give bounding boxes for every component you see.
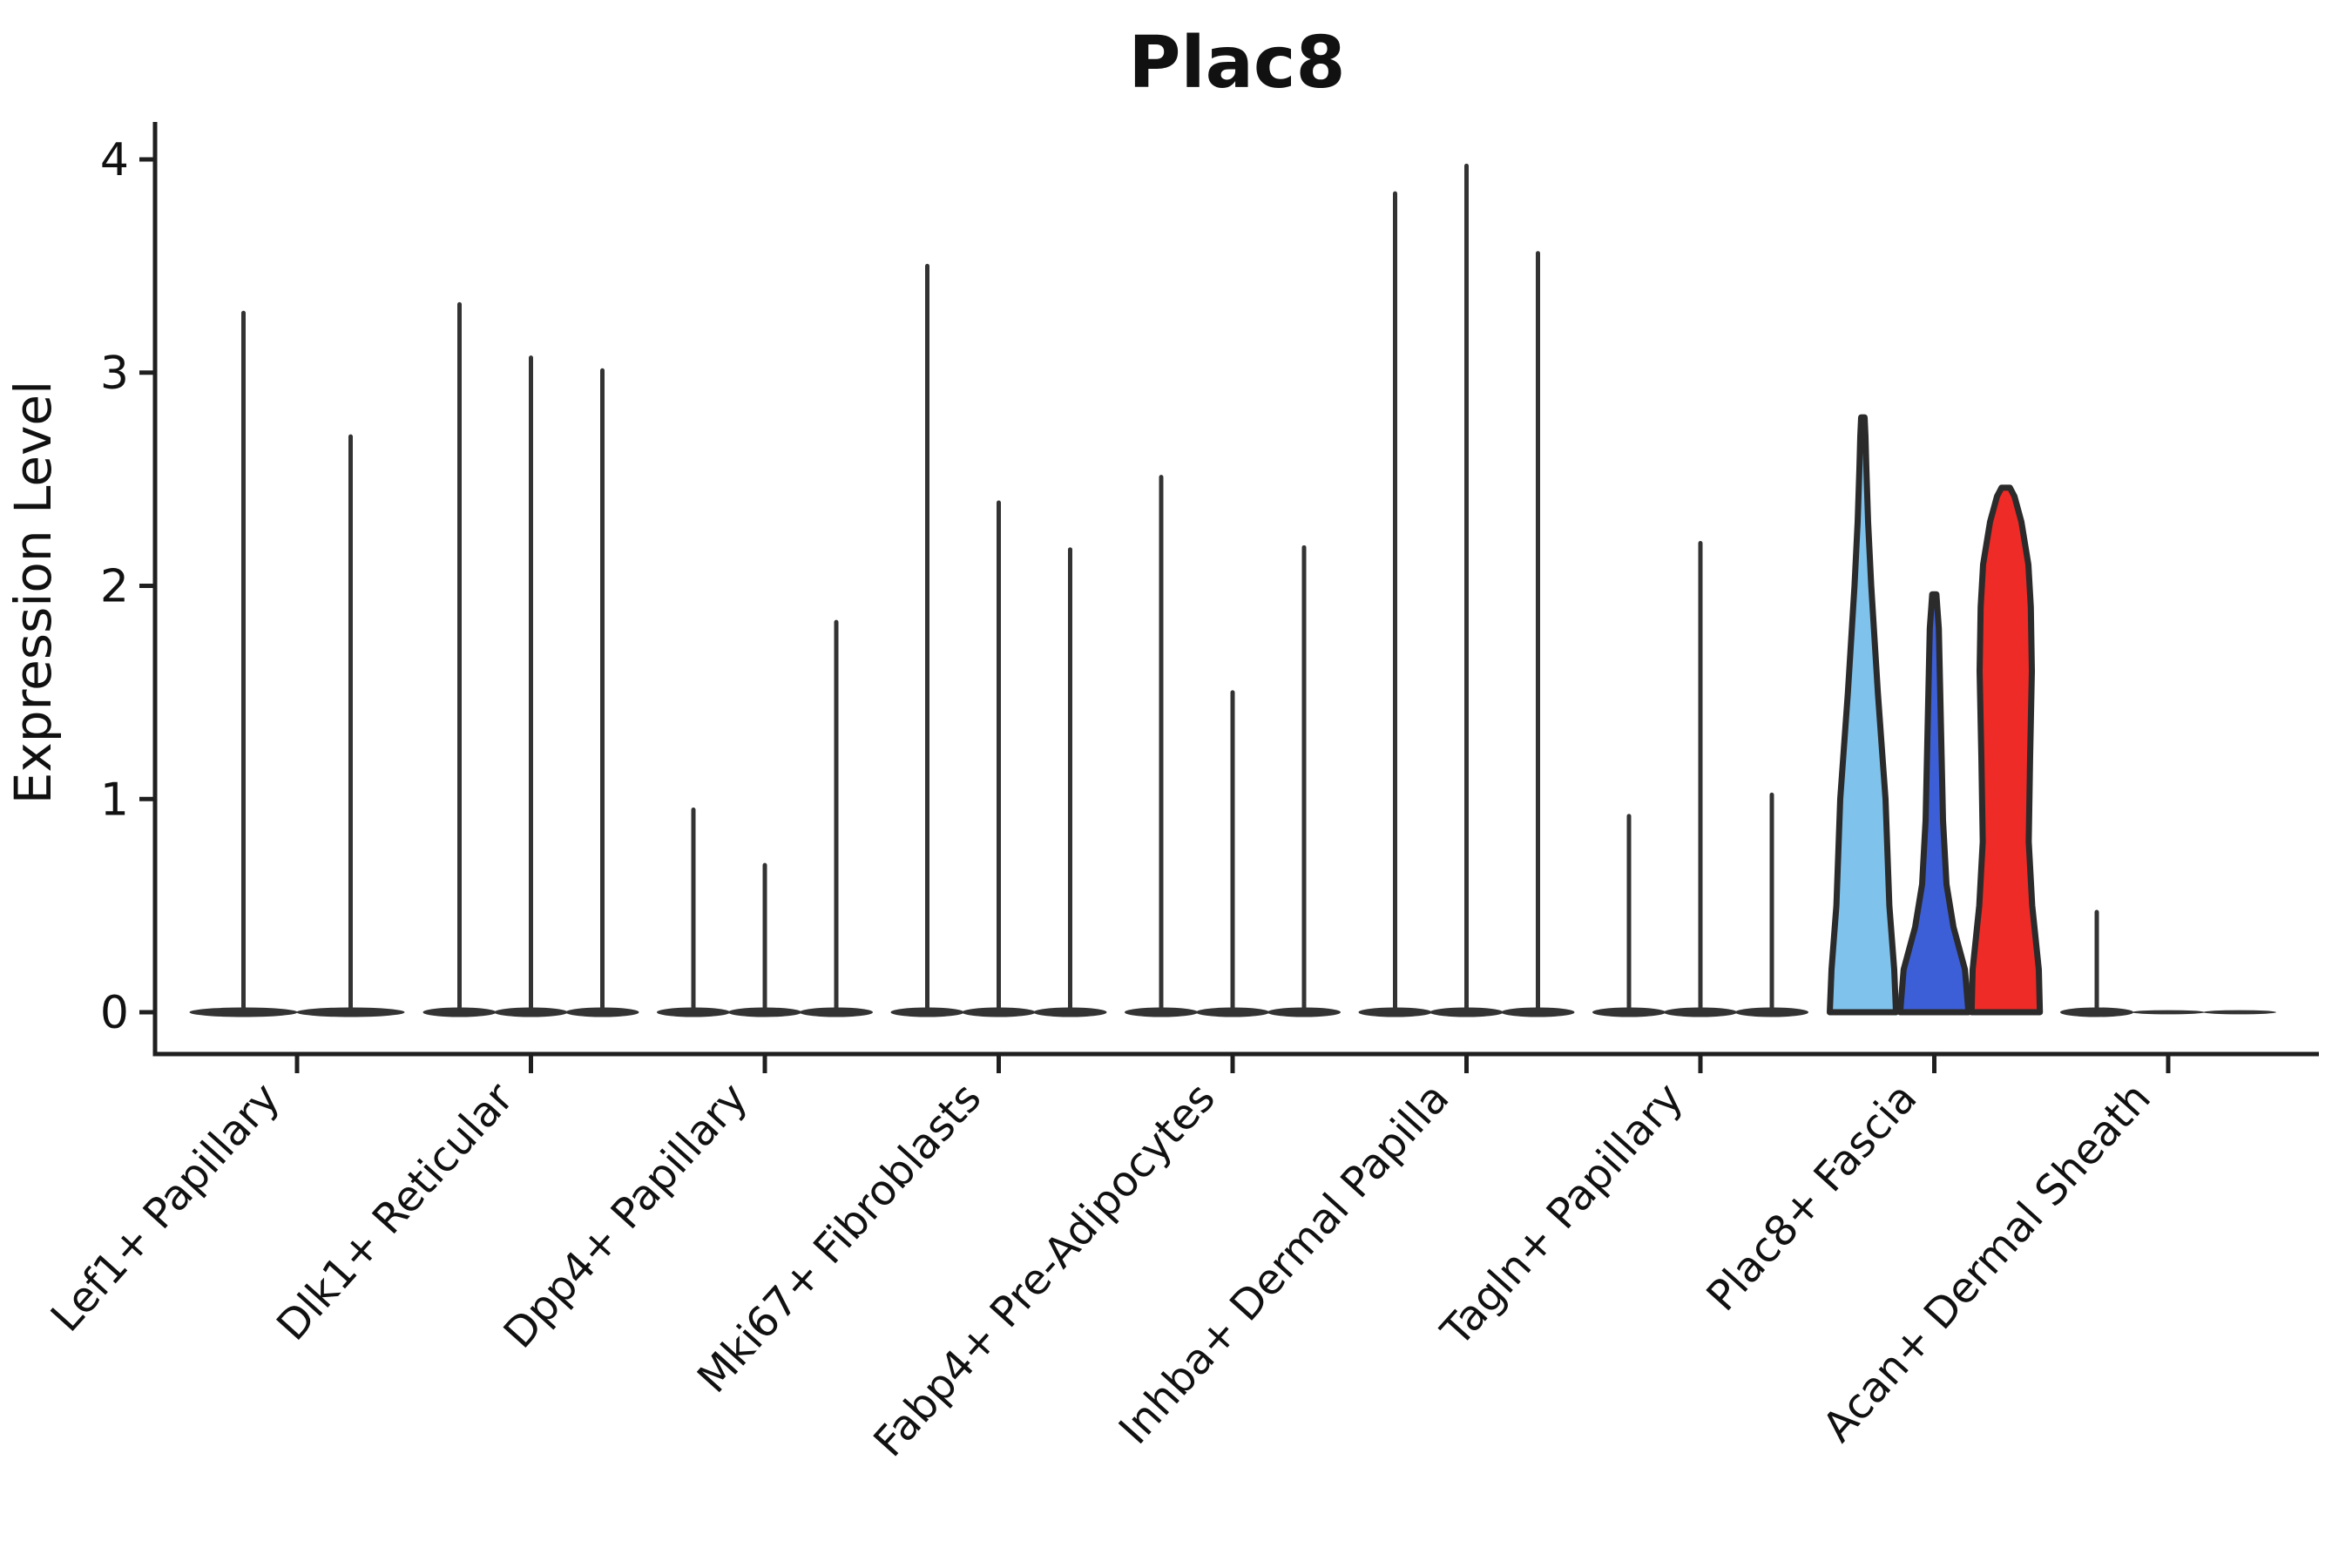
violin: [296, 434, 405, 1017]
filled-violin: [1827, 414, 1899, 1016]
y-tick-label: 1: [100, 774, 129, 826]
x-tick-label: Dpp4+ Papillary: [495, 1074, 757, 1358]
violin: [1358, 191, 1432, 1017]
violin: [1501, 251, 1575, 1017]
violin: [1196, 690, 1269, 1017]
filled-violin: [1968, 484, 2044, 1016]
violin: [1267, 544, 1341, 1017]
x-tick-label: Plac8+ Fascia: [1697, 1074, 1926, 1321]
violin: [2060, 909, 2133, 1017]
violin: [422, 301, 497, 1017]
violin: [189, 310, 298, 1017]
violin: [1033, 547, 1107, 1017]
violin: [1429, 163, 1504, 1017]
violin: [565, 368, 639, 1017]
violin: [1735, 792, 1808, 1017]
y-tick-label: 0: [100, 987, 129, 1039]
y-tick-label: 4: [100, 134, 129, 186]
violin: [728, 862, 801, 1017]
violin: [1896, 591, 1972, 1016]
violin: [962, 500, 1036, 1017]
violin: [890, 263, 964, 1017]
violin: [1592, 814, 1666, 1017]
chart-title: Plac8: [1128, 22, 1345, 105]
x-axis-ticks: [294, 1056, 2171, 1073]
violin: [800, 619, 873, 1017]
zero-violin-base: [2132, 1010, 2205, 1015]
violin: [1827, 414, 1899, 1016]
violin: [2203, 1010, 2276, 1015]
y-axis-ticks: 0 1 2 3 4: [100, 134, 155, 1039]
y-tick-label: 3: [100, 348, 129, 400]
violin: [494, 355, 568, 1017]
axes-spines: [152, 122, 2319, 1057]
violin: [1125, 475, 1198, 1017]
violin: [2132, 1010, 2205, 1015]
y-tick-label: 2: [100, 561, 129, 613]
violins-layer: [189, 163, 2276, 1017]
zero-violin-base: [2203, 1010, 2276, 1015]
x-tick-label: Dlk1+ Reticular: [267, 1073, 524, 1349]
violin: [1968, 484, 2044, 1016]
x-tick-label: Lef1+ Papillary: [42, 1074, 289, 1342]
violin: [1664, 541, 1737, 1017]
y-axis-label: Expression Level: [3, 381, 63, 804]
violin: [657, 807, 730, 1017]
x-tick-label: Tagln+ Papillary: [1431, 1074, 1693, 1356]
filled-violin: [1896, 591, 1972, 1016]
